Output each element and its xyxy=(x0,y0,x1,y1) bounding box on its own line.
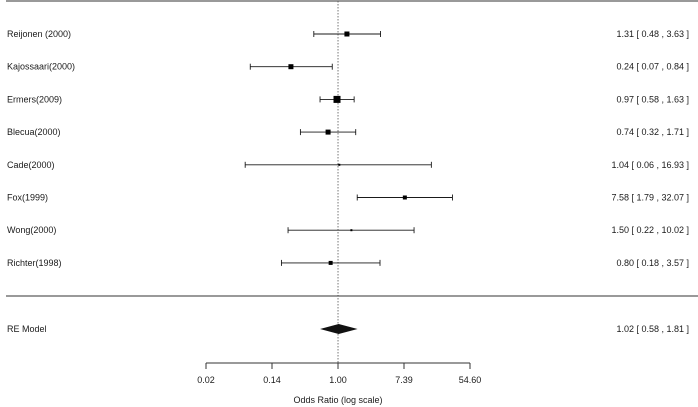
study-row: Kajossaari(2000) 0.24 [ 0.07 , 0.84 ] xyxy=(7,62,689,72)
point-estimate-square xyxy=(328,260,333,265)
summary-ci-text: 1.02 [ 0.58 , 1.81 ] xyxy=(616,324,689,334)
x-tick-label: 54.60 xyxy=(459,375,482,385)
point-estimate-square xyxy=(333,95,341,103)
study-row: Fox(1999) 7.58 [ 1.79 , 32.07 ] xyxy=(7,193,689,203)
x-axis-label: Odds Ratio (log scale) xyxy=(293,395,382,405)
study-label: Ermers(2009) xyxy=(7,94,62,104)
summary-row: RE Model 1.02 [ 0.58 , 1.81 ] xyxy=(7,324,689,334)
study-ci-text: 7.58 [ 1.79 , 32.07 ] xyxy=(611,193,689,203)
study-ci-text: 0.74 [ 0.32 , 1.71 ] xyxy=(616,127,689,137)
summary-diamond xyxy=(320,324,358,334)
study-ci-text: 1.31 [ 0.48 , 3.63 ] xyxy=(616,29,689,39)
study-rows: Reijonen (2000) 1.31 [ 0.48 , 3.63 ] Kajos… xyxy=(7,29,689,268)
study-row: Richter(1998) 0.80 [ 0.18 , 3.57 ] xyxy=(7,258,689,268)
study-row: Blecua(2000) 0.74 [ 0.32 , 1.71 ] xyxy=(7,127,689,137)
point-estimate-square xyxy=(338,163,341,166)
study-label: Blecua(2000) xyxy=(7,127,61,137)
point-estimate-square xyxy=(325,129,331,135)
study-label: Reijonen (2000) xyxy=(7,29,71,39)
point-estimate-square xyxy=(350,229,353,232)
x-tick-label: 0.02 xyxy=(197,375,215,385)
study-ci-text: 0.24 [ 0.07 , 0.84 ] xyxy=(616,62,689,72)
x-tick-label: 0.14 xyxy=(263,375,281,385)
x-axis: 0.02 0.14 1.00 7.39 54.60 xyxy=(197,362,482,385)
study-label: Richter(1998) xyxy=(7,258,62,268)
point-estimate-square xyxy=(288,64,294,70)
point-estimate-square xyxy=(402,195,407,200)
study-label: Kajossaari(2000) xyxy=(7,62,75,72)
x-tick-label: 1.00 xyxy=(329,375,347,385)
study-row: Cade(2000) 1.04 [ 0.06 , 16.93 ] xyxy=(7,160,689,170)
study-row: Reijonen (2000) 1.31 [ 0.48 , 3.63 ] xyxy=(7,29,689,39)
study-ci-text: 1.04 [ 0.06 , 16.93 ] xyxy=(611,160,689,170)
study-label: Cade(2000) xyxy=(7,160,55,170)
study-ci-text: 0.97 [ 0.58 , 1.63 ] xyxy=(616,94,689,104)
study-row: Ermers(2009) 0.97 [ 0.58 , 1.63 ] xyxy=(7,94,689,104)
point-estimate-square xyxy=(344,31,350,37)
study-ci-text: 1.50 [ 0.22 , 10.02 ] xyxy=(611,225,689,235)
study-ci-text: 0.80 [ 0.18 , 3.57 ] xyxy=(616,258,689,268)
summary-label: RE Model xyxy=(7,324,47,334)
x-tick-label: 7.39 xyxy=(395,375,413,385)
study-label: Fox(1999) xyxy=(7,193,48,203)
study-row: Wong(2000) 1.50 [ 0.22 , 10.02 ] xyxy=(7,225,689,235)
study-label: Wong(2000) xyxy=(7,225,56,235)
